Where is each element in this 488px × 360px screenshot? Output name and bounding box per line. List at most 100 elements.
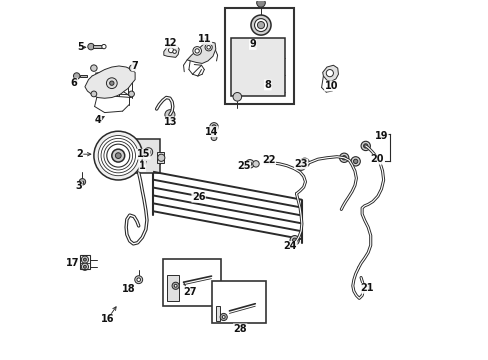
Circle shape xyxy=(135,276,142,284)
Circle shape xyxy=(81,263,88,270)
Circle shape xyxy=(245,159,254,168)
Text: 28: 28 xyxy=(233,324,246,334)
Circle shape xyxy=(325,69,333,77)
Circle shape xyxy=(192,46,201,55)
Bar xyxy=(231,38,285,96)
Circle shape xyxy=(339,153,348,162)
Circle shape xyxy=(88,43,94,50)
Text: 3: 3 xyxy=(75,181,82,192)
Circle shape xyxy=(206,45,210,49)
Text: 15: 15 xyxy=(136,149,150,159)
Circle shape xyxy=(158,154,164,161)
Circle shape xyxy=(360,141,369,150)
Bar xyxy=(224,8,293,104)
Circle shape xyxy=(94,131,142,180)
Circle shape xyxy=(204,44,212,51)
Text: 21: 21 xyxy=(360,283,373,293)
Circle shape xyxy=(115,153,121,158)
Circle shape xyxy=(106,78,117,89)
Circle shape xyxy=(102,44,106,49)
Polygon shape xyxy=(215,306,220,320)
Polygon shape xyxy=(187,42,215,63)
Circle shape xyxy=(220,314,227,320)
Text: 12: 12 xyxy=(164,38,177,48)
Text: 8: 8 xyxy=(264,80,271,90)
Circle shape xyxy=(222,316,224,319)
Circle shape xyxy=(83,265,86,268)
Circle shape xyxy=(257,22,264,29)
Text: 14: 14 xyxy=(204,127,218,136)
Circle shape xyxy=(298,163,303,168)
Circle shape xyxy=(172,282,179,289)
Text: 27: 27 xyxy=(183,287,196,297)
Circle shape xyxy=(289,235,299,245)
Circle shape xyxy=(363,144,367,148)
Circle shape xyxy=(254,19,267,32)
Bar xyxy=(211,281,265,323)
Circle shape xyxy=(252,161,259,167)
Circle shape xyxy=(90,65,97,71)
Bar xyxy=(167,275,179,301)
Circle shape xyxy=(200,38,206,44)
Text: 2: 2 xyxy=(76,149,83,159)
Bar xyxy=(156,152,163,163)
Text: 10: 10 xyxy=(324,81,337,91)
Polygon shape xyxy=(322,65,338,81)
Circle shape xyxy=(137,278,140,282)
Text: 6: 6 xyxy=(71,78,78,88)
Circle shape xyxy=(128,91,134,97)
Circle shape xyxy=(247,162,251,166)
Circle shape xyxy=(256,0,265,7)
Text: 23: 23 xyxy=(294,159,307,169)
Text: 13: 13 xyxy=(164,117,177,127)
Text: 25: 25 xyxy=(237,161,250,171)
Circle shape xyxy=(73,73,80,79)
Polygon shape xyxy=(163,45,179,57)
Circle shape xyxy=(296,161,305,170)
Circle shape xyxy=(350,157,360,166)
Circle shape xyxy=(211,125,216,129)
Circle shape xyxy=(209,123,218,131)
Text: 1: 1 xyxy=(139,161,145,171)
Bar xyxy=(80,75,87,77)
Circle shape xyxy=(302,161,306,165)
Circle shape xyxy=(146,150,150,154)
Bar xyxy=(93,45,103,48)
Circle shape xyxy=(98,135,138,176)
Circle shape xyxy=(300,158,309,167)
Bar xyxy=(79,181,83,183)
Text: 18: 18 xyxy=(122,284,136,294)
Circle shape xyxy=(250,15,270,35)
Bar xyxy=(133,139,160,173)
Bar xyxy=(163,259,221,306)
Text: 26: 26 xyxy=(191,192,205,202)
Circle shape xyxy=(129,65,136,71)
Text: 20: 20 xyxy=(370,154,383,164)
Circle shape xyxy=(91,91,97,97)
Circle shape xyxy=(83,258,86,261)
Polygon shape xyxy=(85,66,135,98)
Text: 16: 16 xyxy=(101,314,114,324)
Text: 19: 19 xyxy=(374,131,387,141)
Circle shape xyxy=(233,93,241,101)
Circle shape xyxy=(104,141,132,170)
Circle shape xyxy=(109,81,114,85)
Circle shape xyxy=(101,138,135,173)
Circle shape xyxy=(341,156,346,160)
Text: 17: 17 xyxy=(65,258,79,268)
Circle shape xyxy=(195,49,199,53)
Circle shape xyxy=(112,149,124,162)
Text: 9: 9 xyxy=(249,40,256,49)
Text: 4: 4 xyxy=(95,115,102,125)
Circle shape xyxy=(353,159,357,163)
Circle shape xyxy=(79,179,85,185)
Circle shape xyxy=(81,256,88,263)
Text: 22: 22 xyxy=(262,155,275,165)
Circle shape xyxy=(174,284,177,287)
Text: 7: 7 xyxy=(131,61,138,71)
Bar xyxy=(80,255,90,269)
Text: 11: 11 xyxy=(198,35,211,44)
Circle shape xyxy=(168,48,173,53)
Text: 5: 5 xyxy=(77,42,83,52)
Circle shape xyxy=(164,110,175,120)
